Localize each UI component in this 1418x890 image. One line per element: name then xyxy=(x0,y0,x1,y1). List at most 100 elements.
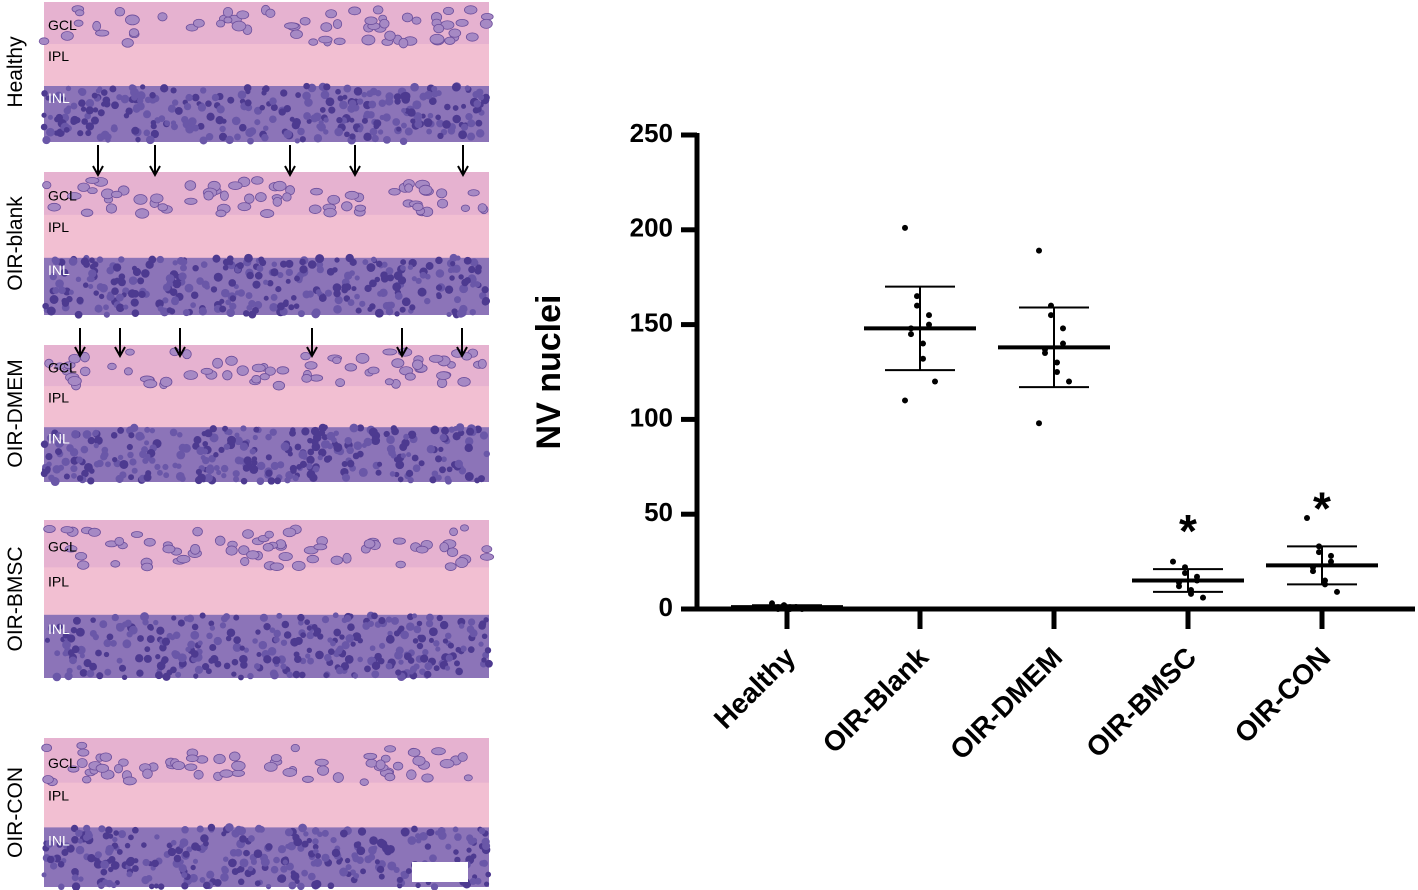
nucleus xyxy=(303,427,310,434)
cell xyxy=(455,18,469,27)
nucleus xyxy=(84,112,91,120)
nucleus xyxy=(334,127,344,137)
cell xyxy=(264,530,274,539)
nucleus xyxy=(131,309,140,317)
nucleus xyxy=(169,428,178,437)
nucleus xyxy=(410,118,416,124)
cell xyxy=(68,353,81,364)
nucleus xyxy=(172,260,178,266)
nucleus xyxy=(115,293,124,302)
nucleus xyxy=(57,861,65,868)
nucleus xyxy=(313,858,323,867)
nucleus xyxy=(339,634,345,640)
nucleus xyxy=(386,444,396,454)
nucleus xyxy=(395,460,405,470)
nucleus xyxy=(413,112,423,121)
data-point xyxy=(1066,378,1072,385)
nucleus xyxy=(231,671,237,677)
nucleus xyxy=(132,826,139,834)
nucleus xyxy=(76,475,84,482)
nucleus xyxy=(197,640,203,646)
layer-label: IPL xyxy=(48,573,69,589)
nucleus xyxy=(112,836,118,843)
nucleus xyxy=(238,123,247,132)
nucleus xyxy=(233,636,241,644)
cell xyxy=(270,754,282,763)
nucleus xyxy=(319,107,326,113)
nucleus xyxy=(196,446,205,456)
nucleus xyxy=(128,834,134,841)
data-point xyxy=(1182,569,1188,576)
nucleus xyxy=(198,307,207,316)
data-point xyxy=(1328,552,1334,559)
nucleus xyxy=(218,132,228,141)
nucleus xyxy=(426,829,434,837)
nucleus xyxy=(195,468,202,476)
cell xyxy=(320,22,333,32)
nucleus xyxy=(49,95,57,103)
nucleus xyxy=(321,829,329,837)
nucleus xyxy=(339,867,349,877)
nucleus xyxy=(270,293,278,301)
nucleus xyxy=(93,859,103,869)
nucleus xyxy=(300,632,307,639)
nucleus xyxy=(326,431,336,441)
nucleus xyxy=(435,114,441,121)
cell xyxy=(436,378,448,389)
nucleus xyxy=(403,652,412,661)
nucleus xyxy=(312,465,320,473)
nucleus xyxy=(193,673,199,679)
nucleus xyxy=(143,110,152,119)
nucleus xyxy=(121,674,128,681)
nucleus xyxy=(460,123,469,131)
nucleus xyxy=(464,437,474,446)
cell xyxy=(184,197,198,205)
nucleus xyxy=(75,627,85,637)
nucleus xyxy=(261,86,268,92)
nucleus xyxy=(112,456,118,463)
nucleus xyxy=(66,445,74,452)
cell xyxy=(75,9,85,17)
nucleus xyxy=(439,620,449,630)
nucleus xyxy=(247,672,254,680)
nucleus xyxy=(426,613,434,622)
cell xyxy=(465,32,479,42)
cell xyxy=(449,527,458,537)
nucleus xyxy=(252,306,259,314)
nucleus xyxy=(139,450,147,459)
nucleus xyxy=(52,465,62,474)
cell xyxy=(272,197,283,207)
nucleus xyxy=(60,96,66,102)
nucleus xyxy=(192,264,199,272)
cell xyxy=(225,355,238,366)
nucleus xyxy=(274,477,282,485)
nucleus xyxy=(245,128,255,138)
nucleus xyxy=(141,269,150,278)
nucleus xyxy=(118,256,125,263)
cell xyxy=(332,356,342,365)
layer-label: IPL xyxy=(48,788,69,804)
nucleus xyxy=(436,119,444,128)
cell xyxy=(41,743,53,753)
nucleus xyxy=(199,612,206,619)
nucleus xyxy=(357,656,363,663)
nucleus xyxy=(415,882,421,889)
nucleus xyxy=(356,846,366,856)
nucleus xyxy=(468,265,476,274)
nucleus xyxy=(447,642,454,649)
cell xyxy=(125,348,135,356)
cell xyxy=(259,373,270,381)
nucleus xyxy=(306,118,312,124)
data-point xyxy=(1060,325,1066,332)
nucleus xyxy=(464,443,473,453)
cell xyxy=(388,187,401,196)
cell xyxy=(412,755,426,766)
cell xyxy=(111,190,123,199)
nucleus xyxy=(40,123,48,131)
nucleus xyxy=(333,289,341,298)
cell xyxy=(135,208,150,219)
nucleus xyxy=(83,824,91,832)
cell xyxy=(44,358,54,368)
nucleus xyxy=(265,469,273,477)
nucleus xyxy=(160,658,167,665)
